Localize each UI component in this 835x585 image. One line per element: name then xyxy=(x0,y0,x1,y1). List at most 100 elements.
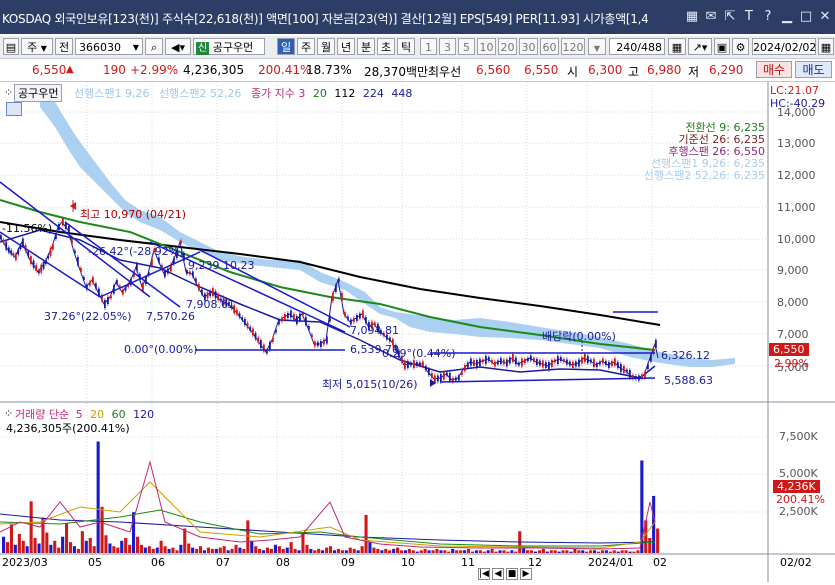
export-icon[interactable]: ⇱ xyxy=(724,9,736,24)
ichimoku-span1: 선행스팬1 9,26: 6,235 xyxy=(650,157,765,170)
scroll-next-icon[interactable]: ▶ xyxy=(520,568,532,580)
legend-span2[interactable]: 선행스팬2 52,26 xyxy=(158,87,242,100)
menu-icon[interactable]: ▤ xyxy=(3,38,19,55)
chart-grid-icon[interactable]: ▦ xyxy=(668,38,686,55)
volume-ma60[interactable]: 60 xyxy=(111,408,126,421)
volume-bar xyxy=(585,551,589,553)
legend-ma112[interactable]: 112 xyxy=(334,87,356,100)
chart-area[interactable]: ⁘ 공구우먼 선행스팬1 9,26 선행스팬2 52,26 종가 지수 3 20… xyxy=(0,82,835,582)
font-size-icon[interactable]: T xyxy=(745,9,753,24)
volume-bar xyxy=(84,540,88,553)
calculator-icon[interactable] xyxy=(6,102,22,116)
volume-bar xyxy=(187,543,191,553)
search-icon[interactable]: ⌕ xyxy=(145,38,163,55)
volume-bar xyxy=(250,540,254,553)
price-annotation: 9,239 10,23 xyxy=(188,259,255,272)
tab-month[interactable]: 월 xyxy=(317,38,335,55)
volume-bar xyxy=(171,547,175,553)
volume-bar xyxy=(569,551,573,553)
volume-title[interactable]: 거래량 단순 xyxy=(15,408,70,421)
volume-bar xyxy=(321,550,325,553)
volume-bar xyxy=(65,523,69,553)
sell-button[interactable]: 매도 xyxy=(795,61,832,78)
volume-bar xyxy=(258,548,262,553)
email-icon[interactable]: ✉ xyxy=(705,9,717,24)
question-icon[interactable]: ? xyxy=(764,9,772,24)
legend-span1[interactable]: 선행스팬1 9,26 xyxy=(74,87,150,100)
market-select[interactable]: 전 xyxy=(55,38,73,55)
volume-ma5[interactable]: 5 xyxy=(75,408,83,421)
angle-annotation: 37.26°(22.05%) xyxy=(44,310,132,323)
minimize-icon[interactable]: ▁ xyxy=(782,9,792,24)
legend-ma20[interactable]: 20 xyxy=(312,87,327,100)
high-price: 6,980 xyxy=(647,63,682,77)
window-controls: ▦ ✉ ⇱ T ? ▁ □ ✕ xyxy=(684,9,833,24)
minute-120[interactable]: 120 xyxy=(561,38,585,55)
volume-bar xyxy=(494,551,498,553)
legend-ma448[interactable]: 448 xyxy=(391,87,413,100)
grid-icon[interactable]: ▦ xyxy=(685,9,699,24)
minute-5[interactable]: 5 xyxy=(458,38,475,55)
volume-bar xyxy=(624,550,628,553)
zoom-icon[interactable]: ↗▾ xyxy=(688,38,712,55)
stock-name-field[interactable]: 신 공구우먼 xyxy=(193,38,265,55)
minute-10[interactable]: 10 xyxy=(477,38,496,55)
ma-224-line xyxy=(0,199,656,351)
volume-bar xyxy=(57,547,61,553)
legend-ma224[interactable]: 224 xyxy=(362,87,384,100)
tab-second[interactable]: 초 xyxy=(377,38,395,55)
volume-bar xyxy=(45,532,49,553)
count-input[interactable]: 240/488 xyxy=(609,38,665,55)
tab-tick[interactable]: 틱 xyxy=(397,38,415,55)
tab-minute[interactable]: 분 xyxy=(357,38,375,55)
volume-bar xyxy=(616,551,620,553)
volume-bar xyxy=(21,540,25,553)
maximize-icon[interactable]: □ xyxy=(799,9,813,24)
open-price: 6,300 xyxy=(588,63,623,77)
scroll-prev-icon[interactable]: ◀ xyxy=(492,568,504,580)
speaker-icon[interactable]: ◀▾ xyxy=(165,38,191,55)
chart-menu-icon[interactable]: ⁘ xyxy=(4,407,14,420)
volume-bar xyxy=(470,551,474,553)
chart-menu-icon[interactable]: ⁘ xyxy=(4,86,14,99)
legend-close[interactable]: 종가 지수 3 xyxy=(250,87,306,100)
minute-20[interactable]: 20 xyxy=(498,38,517,55)
calendar-icon[interactable]: ▦ xyxy=(818,38,834,55)
minute-3[interactable]: 3 xyxy=(439,38,456,55)
stock-code-input[interactable]: 366030 ▼ xyxy=(75,38,143,55)
stock-name-tag[interactable]: 공구우먼 xyxy=(14,84,63,102)
dividend-annotation: 배당락(0.00%) xyxy=(542,330,616,343)
date-input[interactable]: 2024/02/02 xyxy=(752,38,816,55)
scroll-stop-icon[interactable]: ■ xyxy=(506,568,518,580)
current-price-tag: 6,550 xyxy=(769,343,809,356)
volume-bar xyxy=(100,506,104,553)
volume-bar xyxy=(498,550,502,553)
buy-button[interactable]: 매수 xyxy=(756,61,792,78)
minute-1[interactable]: 1 xyxy=(420,38,437,55)
price-annotation: 6,326.12 xyxy=(661,349,710,362)
gear-icon[interactable]: ⚙ xyxy=(732,38,749,55)
tab-day[interactable]: 일 xyxy=(277,38,295,55)
turnover-rate: 18.73% xyxy=(306,63,352,77)
period-dropdown[interactable]: ▼ xyxy=(588,38,606,55)
x-tick: 2023/03 xyxy=(2,556,48,569)
up-arrow-icon: ▲ xyxy=(66,64,74,75)
price-change: 190 xyxy=(103,63,126,77)
price-chart-svg[interactable] xyxy=(0,82,835,582)
type-select[interactable]: 주 ▼ xyxy=(21,38,53,55)
x-tick-right: 02/02 xyxy=(780,556,812,569)
tab-year[interactable]: 년 xyxy=(337,38,355,55)
tab-week[interactable]: 주 xyxy=(297,38,315,55)
volume-ma120[interactable]: 120 xyxy=(133,408,155,421)
current-price: 6,550 xyxy=(32,63,67,77)
minute-60[interactable]: 60 xyxy=(540,38,559,55)
volume-bar xyxy=(403,550,407,553)
save-icon[interactable]: ▣ xyxy=(714,38,730,55)
volume-bar xyxy=(419,550,423,553)
chevron-down-icon: ▼ xyxy=(132,43,139,52)
scroll-first-icon[interactable]: |◀ xyxy=(478,568,490,580)
volume-ma20[interactable]: 20 xyxy=(90,408,105,421)
volume-bar xyxy=(136,536,140,553)
close-icon[interactable]: ✕ xyxy=(819,9,831,24)
minute-30[interactable]: 30 xyxy=(519,38,538,55)
